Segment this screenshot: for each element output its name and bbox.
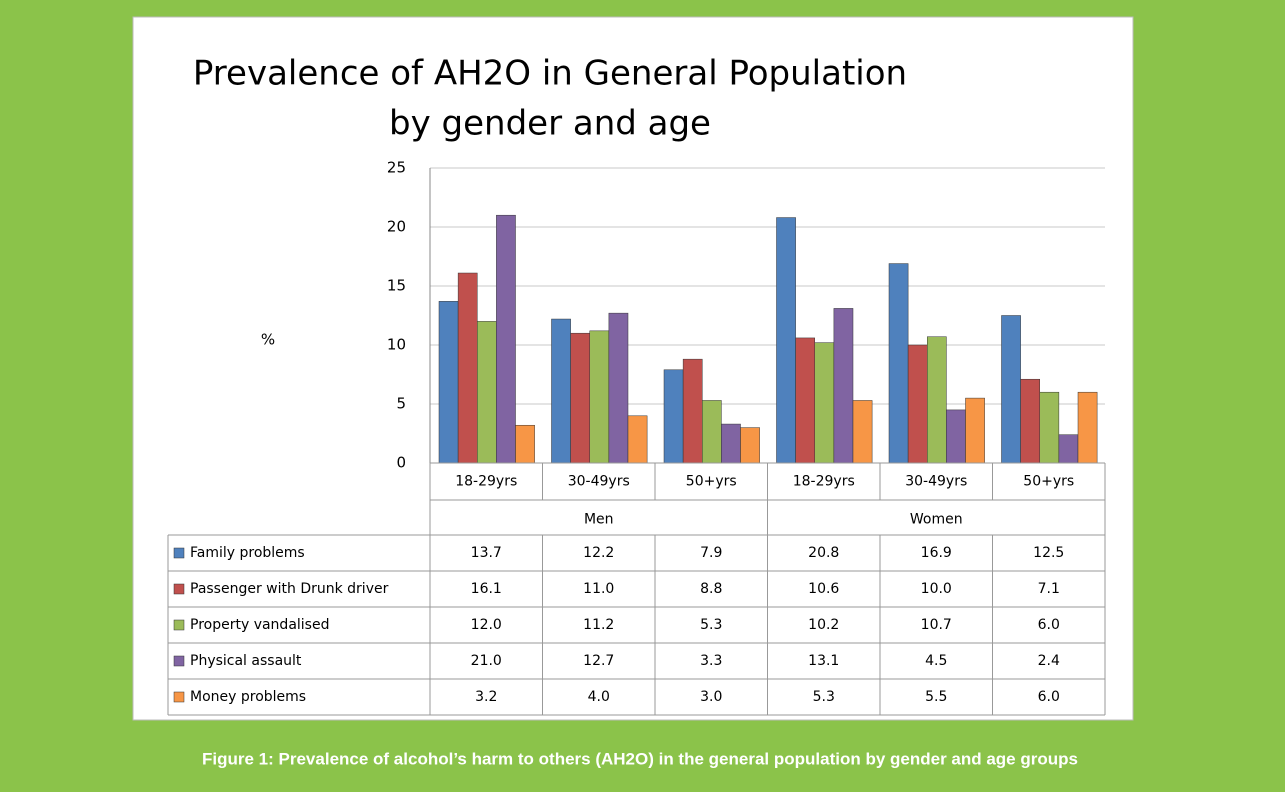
bar <box>515 424 535 464</box>
legend-label: Property vandalised <box>190 617 329 633</box>
caption: Figure 1: Prevalence of alcohol’s harm t… <box>202 749 1078 768</box>
x-tick-label: 30-49yrs <box>905 474 967 490</box>
table-value: 7.9 <box>700 545 722 561</box>
bar <box>740 427 760 464</box>
bar <box>438 301 459 464</box>
bar <box>663 369 684 464</box>
x-tick-label: 18-29yrs <box>455 474 517 490</box>
group-label: Men <box>584 512 614 528</box>
table-value: 10.6 <box>808 581 839 597</box>
legend-label: Family problems <box>190 545 305 561</box>
y-axis-label: % <box>261 331 275 349</box>
table-value: 8.8 <box>700 581 722 597</box>
bar <box>496 214 516 464</box>
x-tick-label: 50+yrs <box>686 474 737 490</box>
bar <box>814 342 835 464</box>
table-value: 10.2 <box>808 617 839 633</box>
bar <box>457 272 478 464</box>
table-value: 3.0 <box>700 689 722 705</box>
table-value: 5.5 <box>925 689 947 705</box>
table-value: 10.7 <box>921 617 952 633</box>
legend-swatch <box>173 691 185 703</box>
legend-label: Physical assault <box>190 653 302 669</box>
bar <box>589 330 610 464</box>
table-value: 6.0 <box>1038 689 1060 705</box>
chart-panel <box>132 16 1134 721</box>
group-label: Women <box>910 512 963 528</box>
table-value: 20.8 <box>808 545 839 561</box>
bar <box>852 400 873 464</box>
bar <box>795 337 815 464</box>
table-value: 12.2 <box>583 545 614 561</box>
y-tick-label: 5 <box>396 395 406 413</box>
bar <box>551 318 571 464</box>
bar <box>702 400 722 464</box>
bar <box>608 312 629 464</box>
table-value: 12.5 <box>1033 545 1064 561</box>
bar <box>1058 434 1079 464</box>
y-tick-label: 15 <box>387 277 406 295</box>
table-value: 3.2 <box>475 689 497 705</box>
table-value: 12.7 <box>583 653 614 669</box>
bar <box>570 332 590 464</box>
table-value: 21.0 <box>471 653 502 669</box>
table-value: 5.3 <box>700 617 722 633</box>
x-tick-label: 18-29yrs <box>793 474 855 490</box>
x-tick-label: 30-49yrs <box>568 474 630 490</box>
y-tick-label: 10 <box>387 336 406 354</box>
legend-swatch <box>173 583 185 595</box>
legend-swatch <box>173 655 185 667</box>
table-value: 11.0 <box>583 581 614 597</box>
bar <box>907 344 928 464</box>
bar <box>833 308 854 464</box>
table-value: 13.7 <box>471 545 502 561</box>
bar <box>1001 315 1021 464</box>
table-value: 7.1 <box>1038 581 1060 597</box>
bar <box>888 263 909 464</box>
table-value: 6.0 <box>1038 617 1060 633</box>
table-value: 11.2 <box>583 617 614 633</box>
table-value: 4.0 <box>588 689 610 705</box>
table-value: 16.9 <box>921 545 952 561</box>
table-value: 3.3 <box>700 653 722 669</box>
table-value: 10.0 <box>921 581 952 597</box>
table-value: 13.1 <box>808 653 839 669</box>
legend-swatch <box>173 619 185 631</box>
chart-title: Prevalence of AH2O in General Population <box>193 54 907 94</box>
bar <box>682 358 703 464</box>
table-value: 5.3 <box>813 689 835 705</box>
x-tick-label: 50+yrs <box>1023 474 1074 490</box>
bar <box>477 321 497 464</box>
bar <box>721 423 741 464</box>
table-value: 4.5 <box>925 653 947 669</box>
bar <box>627 415 648 464</box>
bar <box>1020 378 1040 464</box>
y-tick-label: 25 <box>387 159 406 177</box>
bar <box>1039 391 1060 464</box>
table-value: 2.4 <box>1038 653 1060 669</box>
bar <box>965 397 985 464</box>
table-value: 12.0 <box>471 617 502 633</box>
bar <box>1077 391 1098 464</box>
legend-label: Money problems <box>190 689 306 705</box>
bar <box>946 409 966 464</box>
legend-swatch <box>173 547 185 559</box>
bar <box>776 217 796 464</box>
bar <box>927 336 947 464</box>
chart-title: by gender and age <box>389 104 711 144</box>
y-tick-label: 0 <box>396 454 406 472</box>
legend-label: Passenger with Drunk driver <box>190 581 389 597</box>
table-value: 16.1 <box>471 581 502 597</box>
y-tick-label: 20 <box>387 218 406 236</box>
